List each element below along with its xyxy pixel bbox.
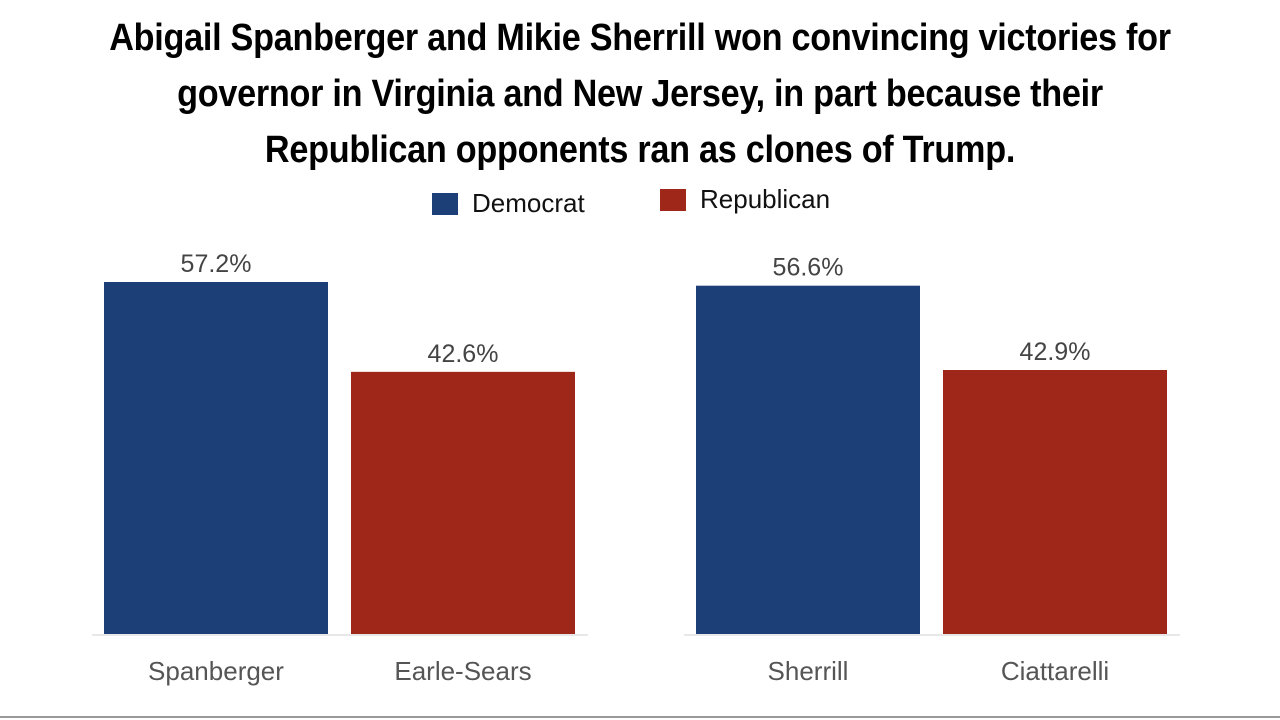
data-label-earle-sears: 42.6% [428, 340, 499, 368]
tick-label-sherrill: Sherrill [768, 656, 849, 686]
legend-label-republican: Republican [700, 184, 831, 214]
legend-item-democrat: Democrat [432, 188, 585, 219]
data-label-spanberger: 57.2% [181, 250, 252, 278]
legend-swatch-republican [660, 188, 686, 211]
legend-label-democrat: Democrat [472, 188, 585, 218]
bar-sherrill [696, 285, 920, 634]
bottom-divider [0, 716, 1280, 718]
legend-swatch-democrat [432, 192, 458, 215]
legend-item-republican: Republican [660, 184, 830, 215]
bar-spanberger [104, 282, 328, 634]
data-label-ciattarelli: 42.9% [1020, 338, 1091, 366]
tick-label-spanberger: Spanberger [148, 656, 284, 686]
bar-earle-sears [351, 371, 575, 634]
legend: Democrat Republican [0, 184, 1280, 224]
tick-label-ciattarelli: Ciattarelli [1001, 656, 1109, 686]
data-label-sherrill: 56.6% [773, 254, 844, 282]
bar-ciattarelli [943, 370, 1167, 634]
chart-title: Abigail Spanberger and Mikie Sherrill wo… [109, 17, 1171, 171]
tick-label-earle-sears: Earle-Sears [394, 656, 531, 686]
